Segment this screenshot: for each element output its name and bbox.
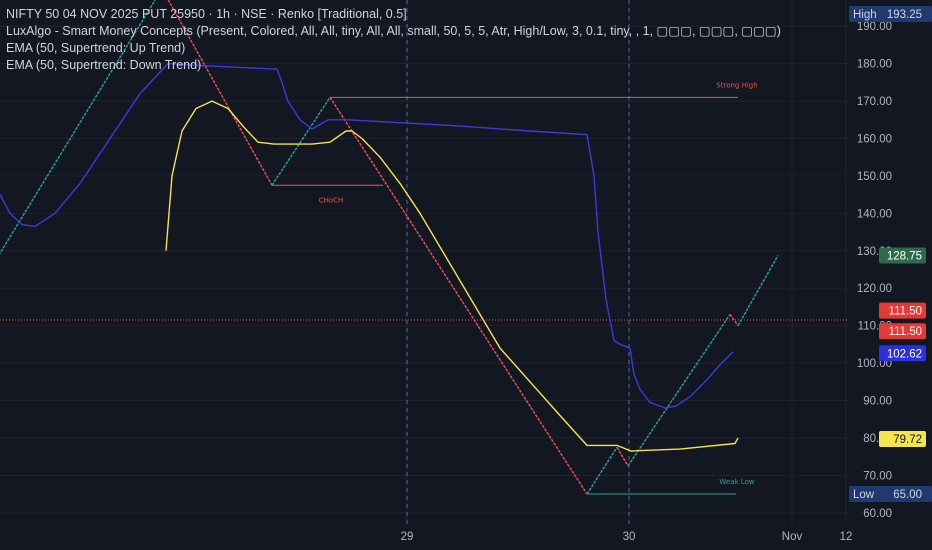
price-badge: 79.72	[879, 430, 926, 447]
structure-label: CHoCH	[319, 196, 344, 204]
renko-down-segment	[167, 0, 273, 186]
renko-up-segment	[737, 255, 779, 326]
y-tick-label: 140.00	[857, 208, 892, 220]
ema-down-indicator-label[interactable]: EMA (50, Supertrend: Down Trend)	[6, 58, 202, 72]
x-tick-label: 12	[840, 531, 853, 543]
renko-down-segment	[616, 446, 629, 467]
y-tick-label: 70.00	[863, 470, 892, 482]
badge-background	[879, 247, 926, 264]
renko-up-segment	[586, 446, 618, 495]
badge-value: 128.75	[887, 250, 922, 262]
y-tick-label: 160.00	[857, 133, 892, 145]
badge-background	[879, 323, 926, 340]
y-tick-label: 120.00	[857, 283, 892, 295]
badge-value: 79.72	[893, 434, 922, 446]
badge-label: Low	[853, 489, 875, 501]
badge-value: 111.50	[889, 326, 922, 338]
ema-down-trend-line	[0, 62, 734, 409]
renko-down-segment	[729, 313, 739, 327]
x-tick-label: Nov	[782, 531, 803, 543]
y-tick-label: 60.00	[863, 508, 892, 520]
y-tick-label: 170.00	[857, 96, 892, 108]
high-price-badge: High 193.25	[849, 6, 932, 23]
low-price-badge: Low 65.00	[849, 486, 932, 503]
price-badge: 128.75	[879, 247, 926, 264]
structure-label: Weak Low	[719, 478, 754, 486]
badge-label: High	[853, 9, 877, 21]
badge-background	[849, 6, 932, 23]
smc-indicator-label[interactable]: LuxAlgo - Smart Money Concepts (Present,…	[6, 24, 781, 38]
y-tick-label: 190.00	[857, 21, 892, 33]
x-tick-label: 30	[623, 531, 636, 543]
renko-up-segment	[627, 314, 731, 467]
x-tick-label: 29	[401, 531, 414, 543]
ema-up-indicator-label[interactable]: EMA (50, Supertrend: Up Trend)	[6, 41, 186, 55]
badge-background	[849, 486, 932, 503]
structure-label: Strong High	[716, 81, 757, 89]
badge-background	[879, 345, 926, 362]
badge-value: 193.25	[887, 9, 922, 21]
badge-background	[879, 302, 926, 319]
badge-value: 102.62	[887, 348, 922, 360]
renko-up-segment	[0, 0, 156, 255]
badge-value: 65.00	[893, 489, 922, 501]
renko-down-segment	[329, 96, 588, 495]
price-badge: 111.50	[879, 323, 926, 340]
y-tick-label: 150.00	[857, 171, 892, 183]
price-badge: 102.62	[879, 345, 926, 362]
price-badge: 111.50	[879, 302, 926, 319]
renko-up-segment	[271, 96, 331, 186]
y-tick-label: 180.00	[857, 59, 892, 71]
symbol-title[interactable]: NIFTY 50 04 NOV 2025 PUT 25950 · 1h · NS…	[6, 7, 407, 21]
badge-background	[879, 430, 926, 447]
badge-value: 111.50	[889, 306, 922, 318]
y-tick-label: 90.00	[863, 395, 892, 407]
chart-legend: NIFTY 50 04 NOV 2025 PUT 25950 · 1h · NS…	[6, 6, 781, 74]
ema-up-trend-line	[165, 100, 739, 452]
